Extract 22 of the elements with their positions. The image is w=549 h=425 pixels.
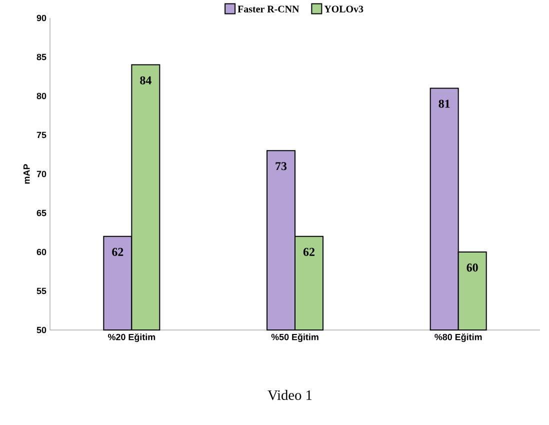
y-tick-label: 80 (36, 92, 46, 100)
data-label: 62 (112, 248, 124, 256)
y-tick-label: 55 (36, 288, 46, 294)
data-label: 62 (303, 248, 314, 256)
x-tick-label: %20 Eğitim (108, 334, 156, 342)
y-tick-label: 85 (36, 54, 46, 60)
y-tick-label: 90 (36, 14, 46, 22)
y-tick-label: 50 (36, 326, 46, 334)
y-tick-label: 60 (36, 248, 46, 256)
x-tick-label: %80 Eğitim (434, 334, 482, 342)
data-label: 60 (466, 264, 478, 272)
y-tick-label: 70 (36, 170, 46, 178)
text: Video 1 (268, 390, 312, 400)
y-tick-label: 65 (36, 210, 46, 216)
legend-label: YOLOv3 (324, 6, 364, 12)
data-label: 84 (140, 76, 152, 84)
y-axis-title: mAP (24, 164, 30, 184)
x-tick-label: %50 Eğitim (271, 334, 318, 342)
data-label: 81 (438, 100, 450, 108)
legend-label: Faster R-CNN (238, 6, 300, 12)
y-tick-label: 75 (36, 132, 46, 138)
data-label: 73 (276, 162, 287, 170)
